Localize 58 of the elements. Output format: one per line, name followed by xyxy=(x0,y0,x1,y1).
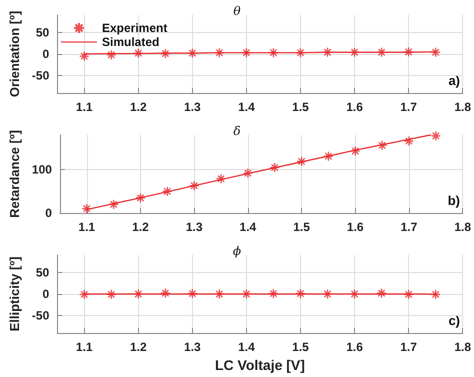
x-tick-label: 1.4 xyxy=(238,100,256,114)
point xyxy=(296,156,307,167)
y-tick-label: 0 xyxy=(42,47,50,61)
y-tick-label: 0 xyxy=(45,206,52,220)
point xyxy=(404,136,414,146)
y-axis-title: Orientation [º] xyxy=(7,10,22,98)
x-tick-label: 1.4 xyxy=(238,340,256,354)
x-tick-label: 1.5 xyxy=(292,100,310,114)
x-tick-label: 1.2 xyxy=(132,220,150,234)
x-tick-label: 1.6 xyxy=(346,340,364,354)
x-tick-label: 1.4 xyxy=(240,220,257,234)
y-tick-label: 0 xyxy=(42,287,50,301)
x-tick-label: 1.7 xyxy=(400,220,418,234)
x-tick-label: 1.3 xyxy=(186,220,203,234)
x-tick-label: 1.3 xyxy=(184,340,202,354)
annotation: c) xyxy=(448,313,460,328)
point xyxy=(376,140,388,151)
x-tick-label: 1.2 xyxy=(130,340,147,354)
legend-label: Experiment xyxy=(102,21,168,35)
x-tick-label: 1.7 xyxy=(400,100,418,114)
point xyxy=(323,151,334,162)
y-tick-label: 100 xyxy=(32,162,52,177)
legend-label: Simulated xyxy=(102,35,160,49)
x-tick-label: 1.5 xyxy=(292,340,310,354)
x-tick-label: 1.8 xyxy=(454,220,472,234)
y-tick-label: -50 xyxy=(32,68,50,83)
point xyxy=(135,192,146,203)
x-tick-label: 1.5 xyxy=(293,220,310,234)
point xyxy=(162,186,172,196)
x-tick-label: 1.1 xyxy=(76,340,93,354)
point xyxy=(242,168,254,178)
x-tick-label: 1.2 xyxy=(130,100,147,114)
x-tick-label: 1.6 xyxy=(346,220,364,234)
chart-title: θ xyxy=(233,4,242,18)
x-tick-label: 1.8 xyxy=(454,340,472,354)
point xyxy=(82,204,92,214)
y-tick-label: -50 xyxy=(32,308,50,323)
point xyxy=(189,180,200,191)
y-axis-title: Retardance [º] xyxy=(7,130,22,218)
point xyxy=(350,146,360,156)
y-axis-title: Ellipticity [º] xyxy=(7,256,22,332)
y-tick-label: 50 xyxy=(36,25,50,40)
x-tick-label: 1.6 xyxy=(346,100,364,114)
x-tick-label: 1.1 xyxy=(78,220,96,234)
y-tick-label: 50 xyxy=(36,265,50,280)
x-axis-title: LC Voltaje [V] xyxy=(214,356,305,373)
point xyxy=(270,162,280,173)
point xyxy=(430,130,441,142)
annotation: b) xyxy=(448,193,460,208)
annotation: a) xyxy=(448,73,460,88)
x-tick-label: 1.3 xyxy=(184,100,202,114)
x-tick-label: 1.7 xyxy=(400,340,418,354)
x-tick-label: 1.8 xyxy=(454,100,472,114)
chart-title: ϕ xyxy=(232,244,242,258)
point xyxy=(108,199,119,210)
point xyxy=(216,174,226,184)
x-tick-label: 1.1 xyxy=(76,100,93,114)
chart-title: δ xyxy=(233,124,241,138)
